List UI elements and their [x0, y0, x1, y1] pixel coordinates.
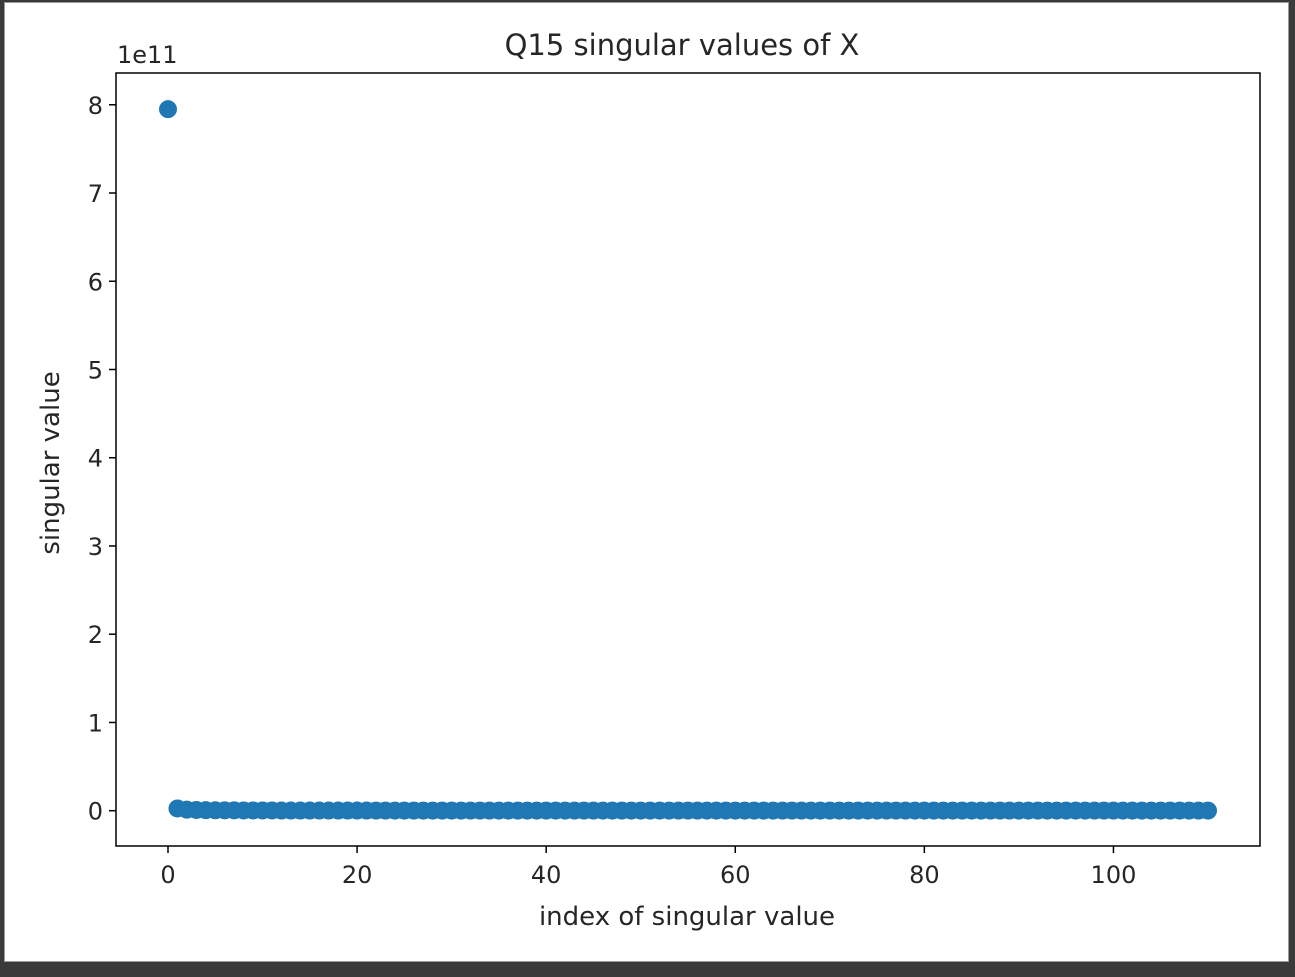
y-offset-label: 1e11 — [117, 41, 178, 69]
x-tick-label: 40 — [531, 861, 562, 889]
plot-area-frame — [115, 72, 1261, 847]
x-tick-label: 80 — [909, 861, 940, 889]
scatter-chart: Q15 singular values of X 1e11 index of s… — [36, 28, 1261, 932]
axis-ticks: 0 20 40 60 80 100 0 1 2 3 4 5 6 7 8 — [88, 92, 1137, 889]
y-tick-label: 0 — [88, 798, 103, 826]
y-tick-label: 1 — [88, 709, 103, 737]
y-tick-label: 8 — [88, 92, 103, 120]
x-tick-label: 20 — [342, 861, 373, 889]
chart-title: Q15 singular values of X — [505, 28, 860, 62]
data-point — [159, 100, 177, 119]
x-axis-label: index of singular value — [539, 902, 835, 932]
y-tick-label: 3 — [88, 533, 103, 561]
y-axis-label: singular value — [36, 371, 66, 554]
y-tick-label: 5 — [88, 356, 103, 384]
y-tick-label: 4 — [88, 445, 103, 473]
data-point — [1199, 801, 1217, 820]
y-tick-label: 6 — [88, 268, 103, 296]
x-tick-label: 100 — [1091, 861, 1137, 889]
y-tick-label: 7 — [88, 180, 103, 208]
x-tick-label: 0 — [160, 861, 175, 889]
figure: Q15 singular values of X 1e11 index of s… — [4, 2, 1289, 962]
y-tick-label: 2 — [88, 621, 103, 649]
x-tick-label: 60 — [720, 861, 751, 889]
data-points — [159, 100, 1217, 820]
